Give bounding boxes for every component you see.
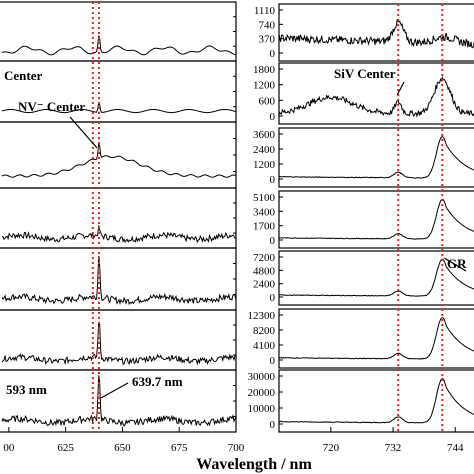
subplot-frame (0, 187, 237, 249)
y-tick-label: 8200 (253, 325, 276, 337)
spectrum-line (1, 321, 237, 366)
spectrum-line (1, 375, 237, 427)
y-tick-label: 740 (259, 19, 276, 31)
x-tick-label: 720 (323, 442, 340, 454)
spectrum-line (1, 101, 237, 114)
x-tick-label: 650 (114, 442, 131, 454)
gr-arrow (443, 257, 467, 272)
y-tick-label: 7200 (253, 252, 276, 264)
subplot-frame (278, 250, 474, 306)
subplot-frame (278, 127, 474, 188)
x-tick-label: 625 (57, 442, 74, 454)
gr-label: GR (447, 256, 467, 271)
y-tick-label: 2400 (253, 144, 276, 156)
subplot-frame (0, 1, 237, 62)
y-tick-label: 370 (259, 34, 276, 46)
y-tick-label: 20000 (248, 387, 276, 399)
x-axis-label: Wavelength / nm (196, 456, 312, 473)
spectrum-line (1, 35, 237, 56)
y-tick-label: 0 (270, 419, 276, 431)
spectrum-line (278, 377, 474, 424)
y-tick-label: 0 (270, 355, 276, 367)
siv-arrow (396, 81, 405, 96)
y-tick-label: 0 (270, 292, 276, 304)
label-639-7nm: 639.7 nm (132, 374, 183, 389)
spectrum-line (278, 135, 474, 179)
subplot-frame (278, 308, 474, 369)
y-tick-label: 12300 (248, 310, 276, 322)
left-panel: 00 625 650 675 700 Center NV⁻ Center 593 nm 639.… (0, 1, 245, 454)
spectrum-line (278, 75, 474, 118)
subplot-frame (0, 121, 237, 189)
y-tick-label: 1200 (253, 80, 276, 92)
x-tick-label: 700 (228, 442, 245, 454)
y-tick-label: 0 (270, 235, 276, 247)
x-tick-label: 744 (447, 442, 464, 454)
y-tick-label: 0 (270, 48, 276, 60)
y-tick-label: 600 (259, 95, 276, 107)
subplot-frame (278, 190, 474, 249)
y-tick-label: 5100 (253, 192, 276, 204)
right-panel: 0 370 740 1110 0 600 1200 1800 0 1200 2400 3600 0 170… (248, 3, 474, 454)
x-tick-label: 00 (3, 442, 15, 454)
y-tick-label: 30000 (248, 371, 276, 383)
y-tick-label: 4800 (253, 265, 276, 277)
y-tick-label: 1110 (254, 5, 276, 17)
y-tick-label: 1200 (253, 159, 276, 171)
spectrum-line (1, 225, 237, 244)
x-tick-label: 732 (385, 442, 402, 454)
subplot-frame (278, 62, 474, 125)
spectrum-line (278, 258, 474, 297)
x-tick-label: 675 (171, 442, 188, 454)
y-tick-label: 3400 (253, 206, 276, 218)
nv-arrow (69, 116, 98, 149)
subplot-frame (278, 3, 474, 62)
subplot-frame (278, 369, 474, 433)
y-tick-label: 10000 (248, 403, 276, 415)
y-tick-label: 4100 (253, 340, 276, 352)
nv-center-label: NV⁻ Center (18, 99, 85, 114)
y-tick-label: 1700 (253, 221, 276, 233)
spectrum-line (278, 317, 474, 360)
y-tick-label: 2400 (253, 279, 276, 291)
y-tick-label: 0 (270, 111, 276, 123)
spectrum-line (278, 198, 474, 240)
spectrum-line (278, 19, 474, 49)
center-label: Center (4, 68, 42, 83)
peak-arrow (100, 382, 129, 399)
label-593nm: 593 nm (6, 382, 47, 397)
siv-center-label: SiV Center (334, 66, 396, 81)
spectrum-line (1, 141, 237, 178)
y-tick-label: 1800 (253, 64, 276, 76)
y-tick-label: 0 (270, 174, 276, 186)
y-tick-label: 3600 (253, 129, 276, 141)
spectrum-line (1, 256, 237, 306)
